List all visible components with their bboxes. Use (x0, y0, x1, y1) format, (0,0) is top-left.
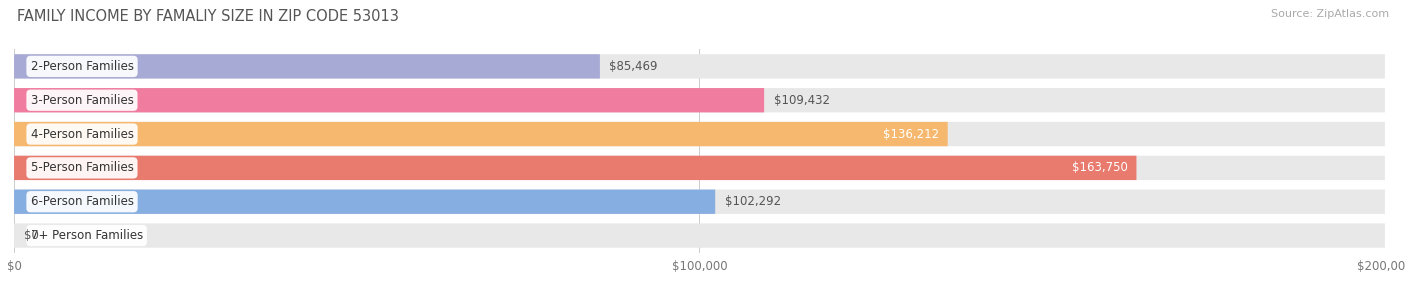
Text: 3-Person Families: 3-Person Families (31, 94, 134, 107)
Text: $163,750: $163,750 (1073, 161, 1128, 174)
Text: 4-Person Families: 4-Person Families (31, 127, 134, 141)
FancyBboxPatch shape (14, 88, 1385, 113)
FancyBboxPatch shape (14, 156, 1136, 180)
FancyBboxPatch shape (14, 189, 1385, 214)
Text: Source: ZipAtlas.com: Source: ZipAtlas.com (1271, 9, 1389, 19)
Text: $102,292: $102,292 (724, 195, 780, 208)
FancyBboxPatch shape (14, 122, 948, 146)
FancyBboxPatch shape (14, 156, 1385, 180)
FancyBboxPatch shape (14, 223, 1385, 248)
Text: FAMILY INCOME BY FAMALIY SIZE IN ZIP CODE 53013: FAMILY INCOME BY FAMALIY SIZE IN ZIP COD… (17, 9, 399, 24)
Text: 6-Person Families: 6-Person Families (31, 195, 134, 208)
FancyBboxPatch shape (14, 189, 716, 214)
FancyBboxPatch shape (14, 54, 600, 79)
Text: $85,469: $85,469 (609, 60, 658, 73)
Text: 5-Person Families: 5-Person Families (31, 161, 134, 174)
FancyBboxPatch shape (14, 54, 1385, 79)
Text: 7+ Person Families: 7+ Person Families (31, 229, 143, 242)
Text: $109,432: $109,432 (773, 94, 830, 107)
Text: $136,212: $136,212 (883, 127, 939, 141)
FancyBboxPatch shape (14, 122, 1385, 146)
Text: $0: $0 (24, 229, 38, 242)
Text: 2-Person Families: 2-Person Families (31, 60, 134, 73)
FancyBboxPatch shape (14, 88, 763, 113)
